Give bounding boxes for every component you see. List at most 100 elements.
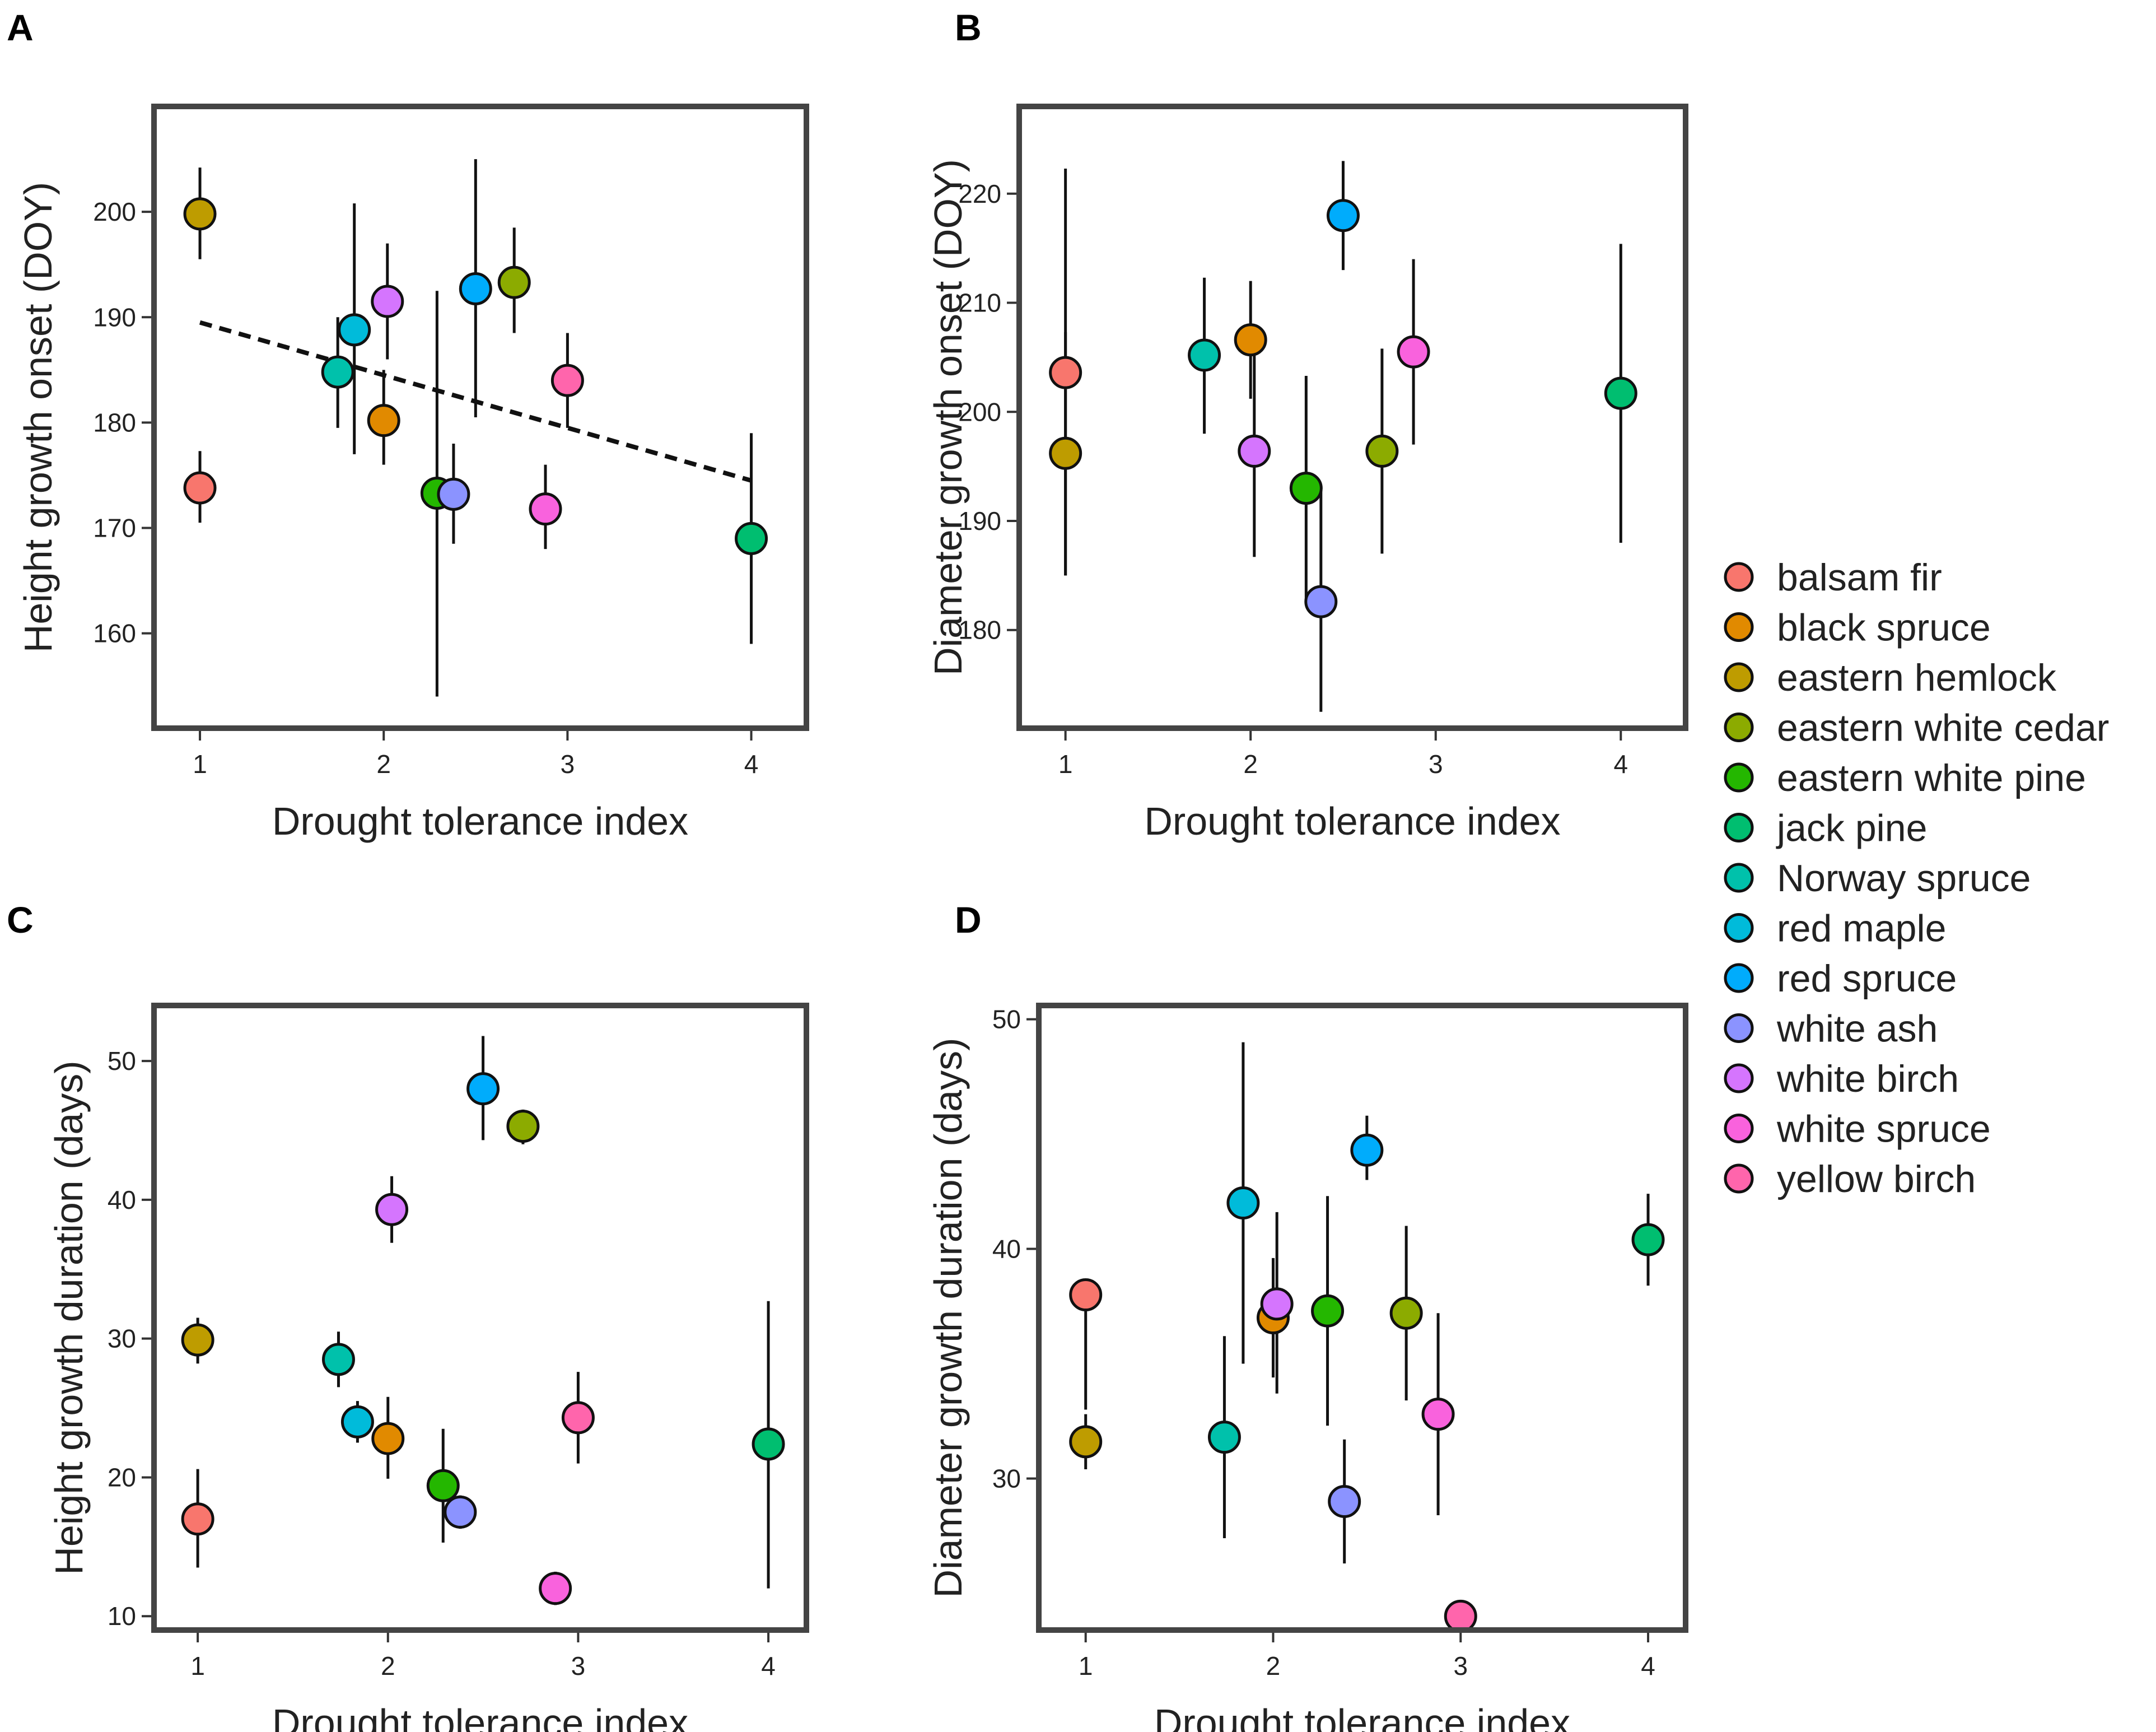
panel-c-x-tick-label: 2 bbox=[381, 1651, 395, 1680]
panel-a-y-tick-label: 200 bbox=[93, 197, 136, 226]
legend-item: jack pine bbox=[1724, 807, 1927, 850]
legend-item: white ash bbox=[1724, 1008, 1938, 1050]
panel-a-x-tick-label: 1 bbox=[193, 749, 207, 779]
panel-c-point bbox=[375, 1193, 409, 1226]
panel-d-point bbox=[1328, 1484, 1361, 1518]
legend-swatch bbox=[1724, 1114, 1754, 1143]
panel-d-frame bbox=[1036, 1003, 1688, 1633]
panel-a-point bbox=[550, 364, 584, 397]
panel-a-point bbox=[497, 266, 531, 299]
panel-a-point bbox=[437, 477, 470, 511]
panel-c-x-tick-label: 4 bbox=[761, 1651, 776, 1680]
legend-label: red spruce bbox=[1777, 957, 1957, 1000]
legend-label: Norway spruce bbox=[1777, 857, 2031, 900]
panel-d-point bbox=[1631, 1223, 1665, 1256]
panel-d-point bbox=[1421, 1398, 1455, 1431]
legend-swatch bbox=[1724, 1163, 1754, 1194]
panel-d-point bbox=[1389, 1296, 1423, 1330]
legend-swatch bbox=[1724, 813, 1754, 842]
panel-c-point bbox=[181, 1502, 214, 1536]
legend-swatch bbox=[1724, 1063, 1754, 1093]
panel-d-point bbox=[1311, 1294, 1345, 1328]
panel-b-point bbox=[1397, 335, 1430, 369]
panel-c-point bbox=[539, 1572, 572, 1605]
legend-item: yellow birch bbox=[1724, 1158, 1976, 1200]
panel-a-x-tick-label: 4 bbox=[744, 749, 759, 779]
legend-item: red maple bbox=[1724, 907, 1946, 950]
panel-d-point bbox=[1350, 1133, 1384, 1167]
panel-c-point bbox=[340, 1405, 374, 1438]
panel-c-point bbox=[561, 1401, 595, 1435]
panel-d-y-tick-label: 40 bbox=[992, 1235, 1021, 1264]
panel-d-x-tick-label: 2 bbox=[1266, 1651, 1281, 1680]
panel-a-point bbox=[183, 197, 217, 231]
legend-label: balsam fir bbox=[1777, 556, 1942, 599]
panel-a-y-axis-title: Height growth onset (DOY) bbox=[16, 182, 60, 653]
legend-item: white spruce bbox=[1724, 1108, 1991, 1151]
panel-d-y-axis-title: Diameter growth duration (days) bbox=[926, 1038, 970, 1598]
panel-c-y-tick-label: 20 bbox=[108, 1463, 136, 1492]
panel-c-y-axis-title: Height growth duration (days) bbox=[47, 1060, 91, 1575]
panel-a-point bbox=[371, 285, 404, 318]
legend-label: eastern white pine bbox=[1777, 757, 2086, 799]
panel-d-y-tick-label: 30 bbox=[992, 1464, 1021, 1493]
legend: balsam fir black spruce eastern hemlock eas… bbox=[1724, 556, 2109, 1200]
legend-item: eastern hemlock bbox=[1724, 657, 2057, 699]
legend-label: black spruce bbox=[1777, 607, 1991, 649]
panel-b-point bbox=[1234, 323, 1267, 357]
panel-b-y-tick-label: 210 bbox=[958, 288, 1001, 318]
panel-a-point bbox=[735, 522, 768, 555]
panel-d-letter: D bbox=[955, 899, 982, 941]
panel-b-point bbox=[1289, 472, 1323, 505]
panel-c-y-tick-label: 40 bbox=[108, 1185, 136, 1214]
panel-c-point bbox=[752, 1427, 785, 1461]
legend-swatch bbox=[1724, 562, 1754, 592]
panel-c: C 1 2 3 4 10 20 30 40 50 Drought tolerance index He… bbox=[7, 899, 809, 1732]
panel-a-point bbox=[529, 492, 562, 526]
legend-swatch bbox=[1724, 612, 1754, 642]
panel-a-point bbox=[459, 272, 492, 305]
panel-d-point bbox=[1069, 1278, 1103, 1312]
panel-b-point bbox=[1604, 376, 1637, 410]
panel-c-point bbox=[321, 1343, 355, 1376]
panel-b-y-tick-label: 220 bbox=[958, 179, 1001, 208]
panel-b-y-tick-label: 200 bbox=[958, 397, 1001, 426]
legend-swatch bbox=[1724, 963, 1754, 993]
panel-b-point bbox=[1326, 199, 1360, 232]
panel-a-y-tick-label: 190 bbox=[93, 302, 136, 332]
legend-item: red spruce bbox=[1724, 957, 1957, 1000]
panel-b: B 1 2 3 4 180 190 200 210 220 Drought tolerance in… bbox=[926, 7, 1688, 843]
panel-b-frame bbox=[1016, 104, 1688, 731]
panel-c-y-tick-label: 10 bbox=[108, 1601, 136, 1631]
panel-b-letter: B bbox=[955, 7, 982, 48]
legend-swatch bbox=[1724, 762, 1754, 793]
panel-d-x-tick-label: 4 bbox=[1641, 1651, 1655, 1680]
legend-label: eastern white cedar bbox=[1777, 707, 2109, 749]
panel-b-point bbox=[1304, 585, 1338, 618]
panel-d-point bbox=[1444, 1599, 1477, 1633]
panels: A 1 2 3 4 160 170 180 190 200 Drought tolerance in… bbox=[7, 7, 1688, 1732]
legend-swatch bbox=[1724, 863, 1754, 893]
legend-swatch bbox=[1724, 1013, 1754, 1043]
panel-c-point bbox=[506, 1110, 540, 1143]
panel-b-x-tick-label: 1 bbox=[1058, 749, 1073, 779]
panel-a-y-tick-label: 160 bbox=[93, 619, 136, 648]
legend-swatch bbox=[1724, 913, 1754, 943]
legend-label: white ash bbox=[1776, 1008, 1938, 1050]
panel-a-x-axis-title: Drought tolerance index bbox=[272, 799, 688, 843]
panel-c-point bbox=[181, 1323, 214, 1357]
panel-c-letter: C bbox=[7, 899, 34, 941]
panel-c-point bbox=[371, 1422, 405, 1455]
panel-c-point bbox=[426, 1469, 460, 1502]
panel-c-y-tick-label: 50 bbox=[108, 1046, 136, 1075]
panel-a-x-tick-label: 3 bbox=[561, 749, 575, 779]
legend-label: eastern hemlock bbox=[1777, 657, 2057, 699]
panel-d-y-tick-label: 50 bbox=[992, 1005, 1021, 1034]
legend-label: white birch bbox=[1776, 1058, 1959, 1100]
legend-swatch bbox=[1724, 662, 1754, 692]
panel-a-frame bbox=[151, 104, 809, 731]
panel-c-x-tick-label: 1 bbox=[190, 1651, 205, 1680]
legend-item: balsam fir bbox=[1724, 556, 1942, 599]
panel-b-x-tick-label: 4 bbox=[1614, 749, 1628, 779]
panel-c-frame bbox=[151, 1003, 809, 1633]
